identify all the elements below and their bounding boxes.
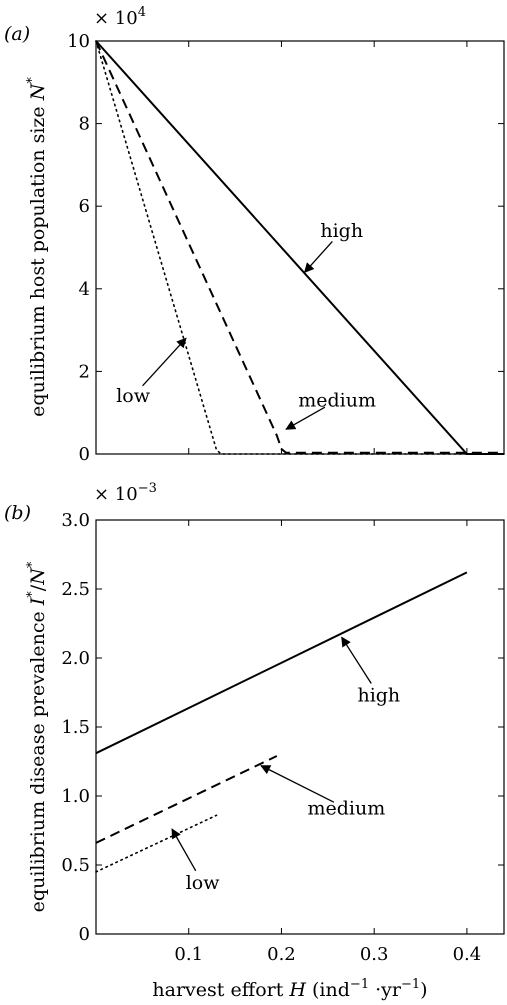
panel-a-y-tick-label: 0 <box>79 444 90 465</box>
panel-b-y-tick-label: 3.0 <box>61 510 90 531</box>
panel-a-y-axis-label: equilibrium host population size N* <box>25 77 49 417</box>
panel-b-y-tick-label: 0 <box>79 924 90 945</box>
panel-a-scale-label: × 104 <box>94 5 146 29</box>
panel-b-series-high <box>95 571 468 755</box>
panel-a-series-low <box>95 40 505 455</box>
panel-b-y-tick-label: 1.5 <box>61 717 90 738</box>
panel-a-y-tick-label: 6 <box>79 196 90 217</box>
panel-a-annotation-low: low <box>116 385 151 407</box>
panel-b-annotation-arrow-high <box>341 636 372 684</box>
panel-b-y-axis-label: equilibrium disease prevalence I*/N* <box>25 561 49 912</box>
panel-b-x-tick-label: 0.2 <box>267 944 296 965</box>
panel-a-label: (a) <box>4 23 30 45</box>
panel-a-annotation-arrow-medium <box>285 406 326 430</box>
panel-b-series-low <box>95 814 218 873</box>
panel-b-x-axis-label: harvest effort H (ind−1 ·yr−1) <box>152 977 427 1001</box>
panel-b-annotation-arrow-medium <box>260 765 335 803</box>
panel-a-plot: 0 2 4 6 8 10 high medium low <box>67 31 505 465</box>
panel-b-annotation-high: high <box>357 684 400 706</box>
panel-b-y-tick-label: 2.0 <box>61 648 90 669</box>
panel-a-y-tick-label: 4 <box>79 279 90 300</box>
panel-b-x-tick-label: 0.4 <box>453 944 482 965</box>
panel-b-label: (b) <box>4 502 31 524</box>
panel-a-y-tick-label: 8 <box>79 114 90 135</box>
panel-b-scale-label: × 10−3 <box>94 481 157 505</box>
panel-a-y-tick-label: 10 <box>67 31 90 52</box>
panel-b-y-tick-label: 2.5 <box>61 579 90 600</box>
panel-b-x-tick-label: 0.3 <box>360 944 389 965</box>
panel-b-plot: 0 0.5 1.0 1.5 2.0 2.5 3.0 0.1 0.2 0.3 0.4 high mediu… <box>61 510 505 965</box>
panel-a-y-tick-label: 2 <box>79 361 90 382</box>
panel-b-x-tick-label: 0.1 <box>174 944 203 965</box>
panel-a-annotation-arrow-low <box>142 337 187 387</box>
panel-a-annotation-arrow-high <box>303 240 333 274</box>
panel-b-series-medium <box>95 755 278 844</box>
panel-b: (b) × 10−3 equilibrium disease prevalenc… <box>4 481 505 1001</box>
panel-a-annotation-high: high <box>320 220 363 242</box>
panel-a: (a) × 104 equilibrium host population si… <box>4 5 505 465</box>
panel-a-series-medium <box>95 40 504 454</box>
panel-b-y-tick-label: 1.0 <box>61 786 90 807</box>
panel-b-y-tick-label: 0.5 <box>61 855 90 876</box>
panel-b-annotation-medium: medium <box>307 797 385 819</box>
panel-b-annotation-low: low <box>186 872 221 894</box>
panel-b-annotation-arrow-low <box>171 828 197 872</box>
panel-a-annotation-medium: medium <box>298 389 376 411</box>
panel-b-axes-frame <box>95 519 505 935</box>
